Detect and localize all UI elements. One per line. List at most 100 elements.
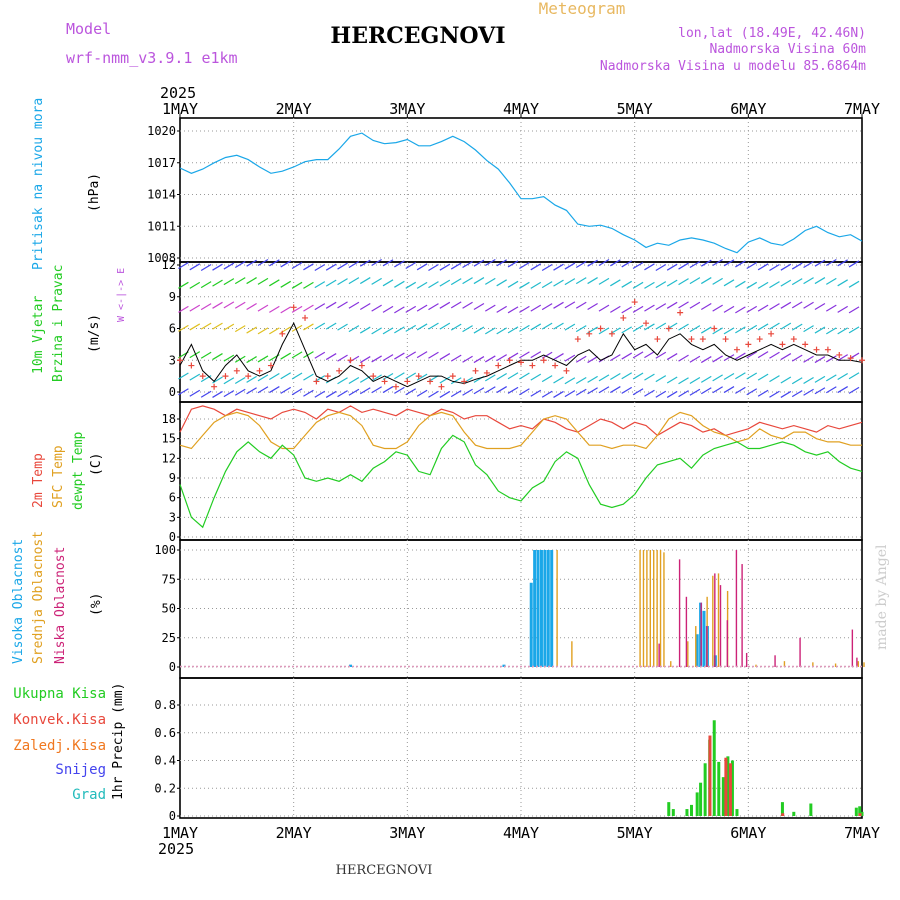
wind-barb [326, 354, 336, 360]
wind-barb [735, 307, 745, 313]
wind-barb [463, 356, 473, 362]
pressure-unit: (hPa) [87, 173, 102, 212]
wind-barb [303, 305, 313, 311]
wind-barb [679, 378, 689, 384]
wind-barb [326, 391, 336, 397]
wind-barb [281, 373, 291, 379]
wind-barb [326, 323, 336, 329]
wind-barb [781, 354, 791, 360]
wind-barb [531, 324, 541, 330]
precip-bar [708, 736, 711, 816]
wind-barb [565, 263, 575, 269]
wind-barb [713, 356, 723, 362]
model-name: wrf-nmm_v3.9.1 e1km [66, 49, 238, 67]
wind-barb [849, 373, 859, 379]
wind-barb [542, 391, 552, 397]
wind-barb [190, 282, 200, 288]
wind-barb [565, 378, 575, 384]
wind-barb [474, 327, 484, 333]
wind-barb [781, 323, 791, 329]
gust-marker [438, 384, 444, 390]
wind-barb [542, 304, 552, 310]
mid-cloud-label: Srednja Oblacnost [31, 531, 46, 664]
wind-barb [474, 260, 484, 266]
wind-barb [417, 264, 427, 270]
wind-barb [258, 328, 268, 334]
wind-barb [338, 279, 348, 285]
wind-barb [758, 374, 768, 380]
wind-barb [826, 387, 836, 393]
precip-bar [724, 758, 727, 816]
wind-barb [690, 326, 700, 332]
credit-label: made by Angel [874, 544, 890, 650]
wind-barb [417, 390, 427, 396]
wind-barb [565, 324, 575, 330]
wind-barb [713, 305, 723, 311]
wind-barb [758, 352, 768, 358]
top-date-axis: 1MAY 2MAY 3MAY 4MAY 5MAY 6MAY 7MAY [162, 100, 880, 118]
y-tick-label: 50 [162, 602, 176, 616]
wind-barb [190, 305, 200, 311]
cloud-unit: (%) [89, 593, 104, 616]
y-tick-label: 18 [162, 412, 176, 426]
gust-marker [654, 336, 660, 342]
wind-barb [247, 278, 257, 284]
gust-marker [450, 373, 456, 379]
wind-barb [451, 263, 461, 269]
wind-barb [815, 260, 825, 266]
wind-barb [497, 280, 507, 286]
gust-marker [529, 363, 535, 369]
gust-marker [473, 368, 479, 374]
wind-barb [701, 376, 711, 382]
gust-marker [711, 326, 717, 332]
wind-barb [565, 355, 575, 361]
wind-barb [258, 387, 268, 393]
wind-barb [451, 324, 461, 330]
wind-barb [610, 260, 620, 266]
wind-barb [485, 305, 495, 311]
wind-barb [360, 327, 370, 333]
gust-marker [279, 331, 285, 337]
gust-marker [200, 373, 206, 379]
y-tick-label: 0 [169, 809, 176, 823]
wind-barb [644, 264, 654, 270]
wind-barb [849, 327, 859, 333]
wind-barb [315, 282, 325, 288]
cloud-bar [540, 550, 543, 667]
gust-marker [291, 304, 297, 310]
wind-barb [735, 281, 745, 287]
wind-barb [315, 304, 325, 310]
dew-label: dewpt Temp [71, 432, 86, 510]
wind-barb [315, 323, 325, 329]
high-cloud-label: Visoka Oblacnost [11, 539, 26, 664]
wind-barb [588, 376, 598, 382]
gust-marker [507, 357, 513, 363]
wind-barb [792, 302, 802, 308]
wind-barb [792, 391, 802, 397]
wind-barb [781, 302, 791, 308]
wind-barb [201, 391, 211, 397]
bottom-date-axis: 1MAY 2MAY 3MAY 4MAY 5MAY 6MAY 7MAY [162, 824, 880, 842]
wind-barb [213, 323, 223, 329]
precip-bar [781, 813, 784, 816]
cloud-bars [180, 550, 864, 667]
wind-barb [769, 264, 779, 270]
wind-barb [281, 307, 291, 313]
wind-barb [508, 327, 518, 333]
y-tick-label: 12 [162, 451, 176, 465]
gust-marker [791, 336, 797, 342]
wind-barb [406, 282, 416, 288]
cloud-bar [543, 550, 546, 667]
wind-barb [804, 377, 814, 383]
wind-barb [849, 281, 859, 287]
bottom-date-label: 3MAY [389, 824, 425, 842]
wind-barb [838, 260, 848, 266]
wind-barb [417, 324, 427, 330]
gust-marker [689, 336, 695, 342]
wind-barb [633, 262, 643, 268]
cloud-bar [703, 611, 706, 667]
wind-barb [815, 357, 825, 363]
wind-barb [679, 324, 689, 330]
precip-bar [717, 762, 720, 816]
gust-marker [188, 363, 194, 369]
